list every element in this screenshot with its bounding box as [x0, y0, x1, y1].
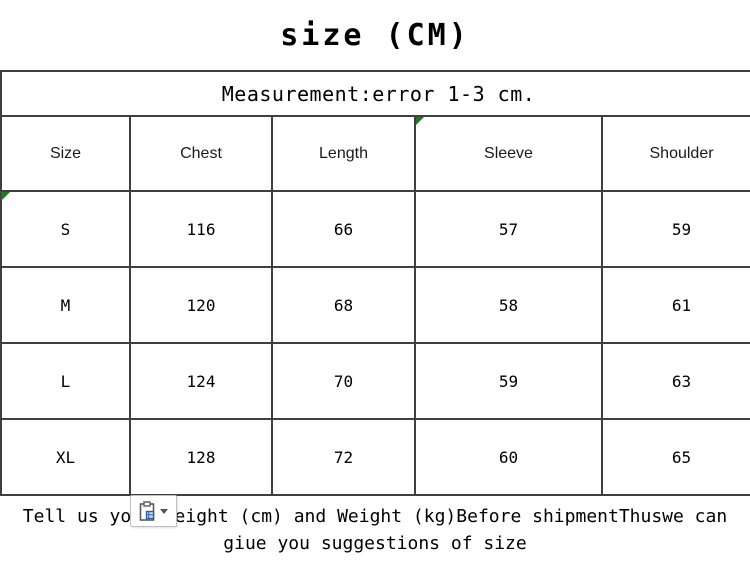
cell-size-s[interactable]: S: [0, 190, 131, 268]
cell-chest-xl[interactable]: 128: [129, 418, 273, 496]
column-header-length[interactable]: Length: [271, 115, 416, 192]
size-table-area: Measurement:error 1-3 cm. Size Chest Len…: [0, 70, 750, 496]
paste-options-button[interactable]: [130, 495, 177, 527]
measurement-note-cell[interactable]: Measurement:error 1-3 cm.: [0, 70, 750, 117]
chevron-down-icon: [160, 508, 168, 514]
column-header-sleeve[interactable]: Sleeve: [414, 115, 603, 192]
cell-shoulder-xl[interactable]: 65: [600, 418, 750, 496]
cell-size-xl[interactable]: XL: [0, 418, 131, 496]
cell-shoulder-s[interactable]: 59: [600, 190, 750, 268]
measurement-row: Measurement:error 1-3 cm.: [0, 70, 750, 117]
table-row-s: S 116 66 57 59: [0, 190, 750, 268]
clipboard-paste-icon: [139, 500, 156, 522]
cell-size-l[interactable]: L: [0, 342, 131, 420]
measurement-note: Measurement:error 1-3 cm.: [221, 81, 536, 106]
table-row-l: L 124 70 59 63: [0, 342, 750, 420]
cell-sleeve-l[interactable]: 59: [414, 342, 603, 420]
cell-error-triangle-icon: [1, 192, 10, 201]
cell-length-l[interactable]: 70: [271, 342, 416, 420]
cell-length-xl[interactable]: 72: [271, 418, 416, 496]
cell-sleeve-s[interactable]: 57: [414, 190, 603, 268]
column-header-chest[interactable]: Chest: [129, 115, 273, 192]
footer-line-2: giue you suggestions of size: [223, 533, 527, 554]
cell-chest-l[interactable]: 124: [129, 342, 273, 420]
cell-error-triangle-icon: [416, 117, 424, 125]
table-row-m: M 120 68 58 61: [0, 266, 750, 344]
column-header-shoulder[interactable]: Shoulder: [600, 115, 750, 192]
cell-shoulder-l[interactable]: 63: [600, 342, 750, 420]
cell-sleeve-xl[interactable]: 60: [414, 418, 603, 496]
page-title: size (CM): [280, 18, 470, 53]
footer-line-1: Tell us your Height (cm) and Weight (kg)…: [22, 506, 728, 527]
table-header-row: Size Chest Length Sleeve Shoulder: [0, 115, 750, 192]
cell-sleeve-m[interactable]: 58: [414, 266, 603, 344]
size-table: Measurement:error 1-3 cm. Size Chest Len…: [0, 70, 750, 496]
column-header-size[interactable]: Size: [0, 115, 131, 192]
cell-chest-m[interactable]: 120: [129, 266, 273, 344]
table-row-xl: XL 128 72 60 65: [0, 418, 750, 496]
cell-shoulder-m[interactable]: 61: [600, 266, 750, 344]
footer-note: Tell us your Height (cm) and Weight (kg)…: [0, 503, 750, 557]
cell-size-m[interactable]: M: [0, 266, 131, 344]
cell-length-m[interactable]: 68: [271, 266, 416, 344]
cell-chest-s[interactable]: 116: [129, 190, 273, 268]
cell-length-s[interactable]: 66: [271, 190, 416, 268]
